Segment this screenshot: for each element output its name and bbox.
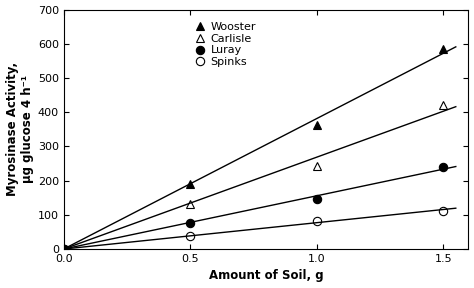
Line: Wooster: Wooster <box>60 45 447 253</box>
Wooster <box>314 124 319 127</box>
Line: Carlisle: Carlisle <box>60 101 447 253</box>
Line: Spinks: Spinks <box>60 206 447 253</box>
Spinks <box>61 247 66 251</box>
Spinks <box>440 209 446 213</box>
Luray <box>187 222 193 225</box>
Carlisle <box>187 202 193 205</box>
Carlisle <box>61 247 66 251</box>
X-axis label: Amount of Soil, g: Amount of Soil, g <box>209 270 323 283</box>
Legend: Wooster, Carlisle, Luray, Spinks: Wooster, Carlisle, Luray, Spinks <box>191 20 258 69</box>
Y-axis label: Myrosinase Activity,
µg glucose 4 h⁻¹: Myrosinase Activity, µg glucose 4 h⁻¹ <box>6 62 34 196</box>
Wooster <box>61 247 66 251</box>
Spinks <box>314 219 319 222</box>
Wooster <box>187 182 193 186</box>
Luray <box>61 247 66 251</box>
Wooster <box>440 47 446 51</box>
Carlisle <box>440 104 446 107</box>
Line: Luray: Luray <box>60 163 447 253</box>
Luray <box>440 165 446 169</box>
Spinks <box>187 235 193 238</box>
Carlisle <box>314 164 319 168</box>
Luray <box>314 197 319 200</box>
